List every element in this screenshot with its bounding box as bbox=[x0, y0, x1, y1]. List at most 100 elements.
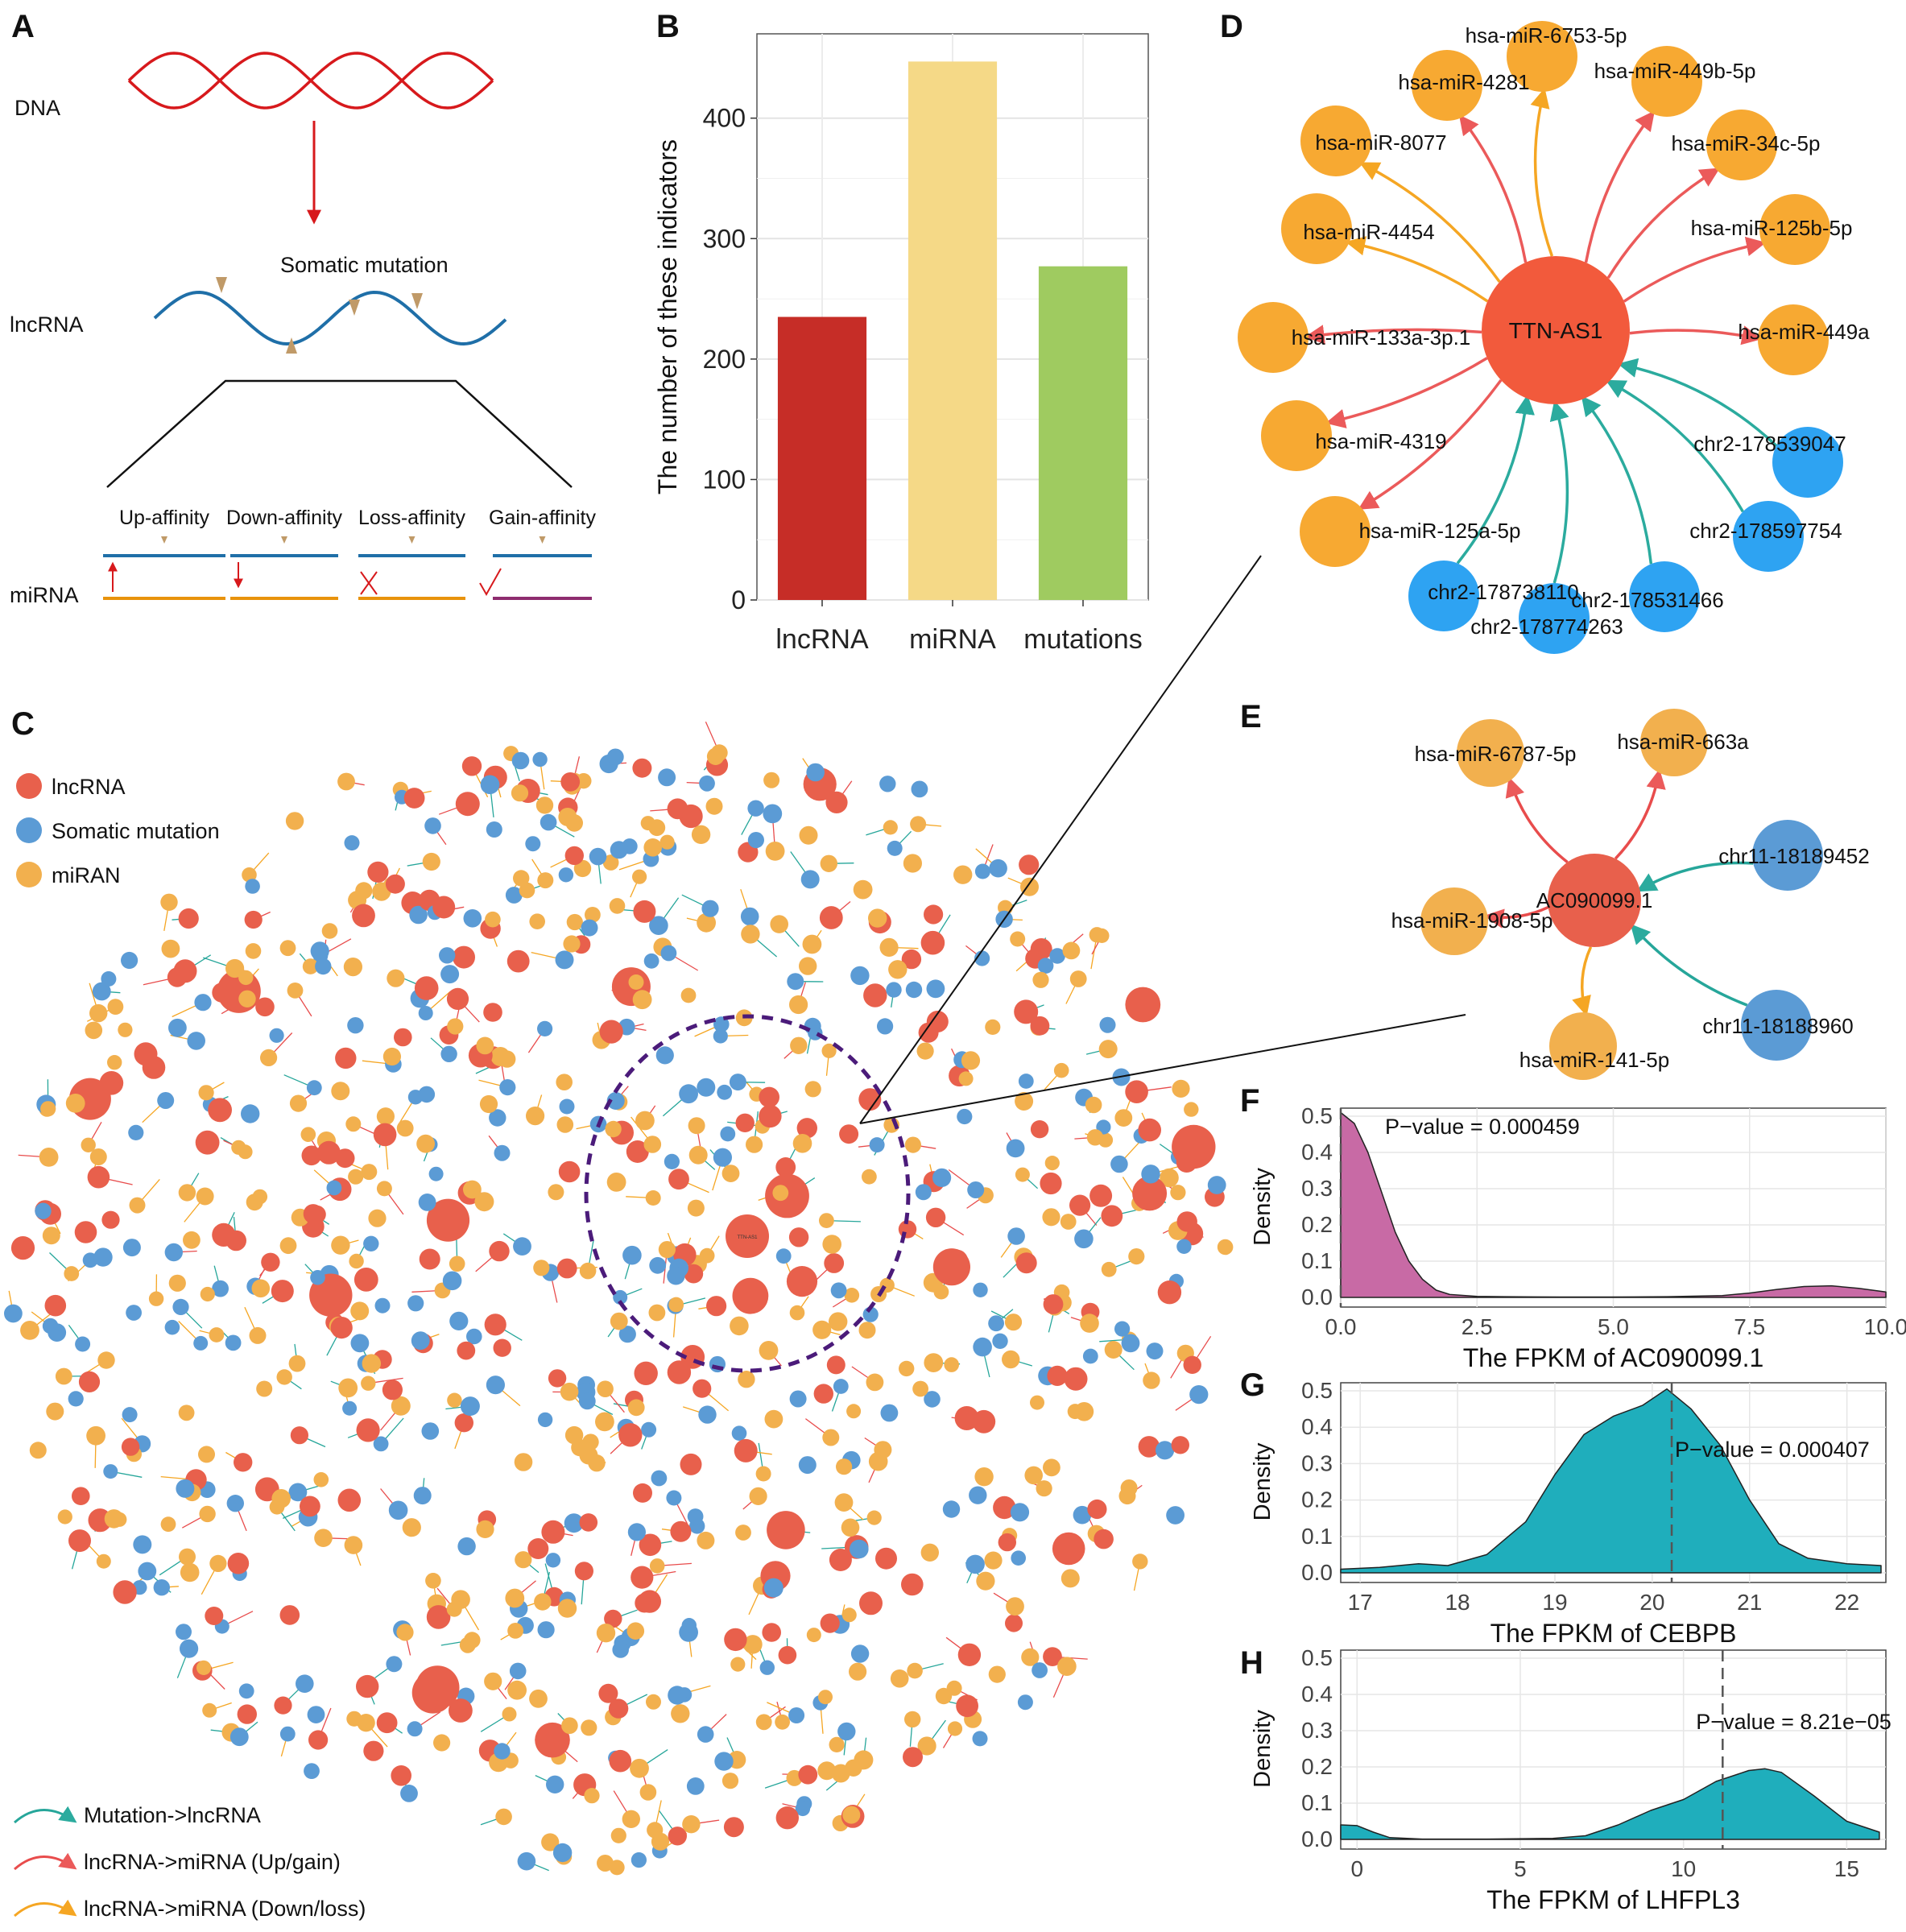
mutation-node bbox=[418, 1194, 436, 1211]
mutation-node bbox=[133, 1535, 152, 1554]
mirna-node bbox=[507, 1623, 523, 1639]
mirna-node bbox=[635, 1111, 655, 1131]
mirna-node bbox=[256, 1380, 273, 1397]
mirna-node bbox=[1086, 1129, 1104, 1146]
lncrna-node bbox=[723, 1817, 744, 1838]
mirna-node bbox=[985, 1019, 1001, 1035]
mirna-node bbox=[20, 1321, 39, 1340]
density-chart-f: 0.0 0.1 0.2 0.3 0.4 0.5 0.0 2.5 5.0 7.5 10.0 P−valu… bbox=[1250, 1103, 1906, 1372]
mirna-node bbox=[974, 1467, 994, 1487]
mirna-node bbox=[688, 1145, 708, 1165]
mirna-node bbox=[302, 958, 319, 974]
x-tick-label: 5 bbox=[1514, 1856, 1527, 1881]
mirna-node bbox=[730, 1657, 746, 1672]
x-tick-label: mutations bbox=[1023, 624, 1142, 655]
mutation-node bbox=[245, 879, 260, 894]
mutation-node bbox=[992, 1333, 1008, 1350]
mirna-node bbox=[1104, 1341, 1123, 1359]
y-tick-label: 400 bbox=[703, 104, 746, 133]
lncrna-node bbox=[1064, 1367, 1088, 1391]
mirna-node bbox=[160, 893, 178, 912]
mutation-label: chr2-178738110 bbox=[1428, 580, 1578, 604]
mirna-node bbox=[1069, 970, 1087, 987]
mirna-node bbox=[935, 1687, 953, 1705]
lncrna-node bbox=[775, 1806, 799, 1830]
mirna-node bbox=[628, 974, 644, 990]
edge-mutation-to-lncrna bbox=[1581, 395, 1653, 565]
legend-edge-label: Mutation->lncRNA bbox=[84, 1803, 261, 1827]
mutation-node bbox=[193, 1335, 209, 1351]
mirna-node bbox=[755, 1466, 771, 1482]
mutation-node bbox=[880, 1404, 899, 1422]
lncrna-node bbox=[449, 1698, 473, 1723]
mirna-node bbox=[680, 987, 697, 1003]
mutation-node bbox=[837, 1722, 856, 1741]
mutation-node bbox=[103, 1464, 118, 1479]
mirna-node bbox=[659, 834, 675, 850]
mirna-node bbox=[46, 1402, 64, 1421]
lncrna-node bbox=[998, 1533, 1017, 1552]
legend-node-label: lncRNA bbox=[52, 775, 126, 799]
mirna-node bbox=[362, 1354, 381, 1373]
lncrna-node bbox=[639, 1533, 662, 1557]
mutation-node bbox=[1166, 1506, 1185, 1525]
mutation-node bbox=[1006, 1139, 1025, 1158]
mutation-node bbox=[296, 1674, 314, 1693]
lncrna-node bbox=[527, 1538, 549, 1559]
x-tick-label: miRNA bbox=[909, 624, 996, 655]
mirna-node bbox=[988, 1665, 1006, 1683]
mirna-node bbox=[387, 969, 405, 987]
mirna-node bbox=[804, 1081, 821, 1098]
lncrna-node bbox=[798, 1764, 818, 1785]
mirna-node bbox=[1170, 1185, 1186, 1201]
mutation-node bbox=[212, 1280, 229, 1297]
mirna-node bbox=[1120, 1479, 1138, 1496]
mirna-node bbox=[836, 1458, 853, 1475]
edge-lncrna-to-mirna bbox=[1530, 88, 1554, 257]
y-tick-label: 0.0 bbox=[1301, 1827, 1333, 1851]
mutation-node bbox=[926, 979, 945, 999]
lncrna-node bbox=[558, 1160, 581, 1183]
mirna-node bbox=[668, 1297, 684, 1313]
mutation-node bbox=[540, 813, 557, 831]
mutation-node bbox=[126, 1305, 143, 1321]
mutation-node bbox=[649, 916, 668, 935]
panel-letter-h: H bbox=[1240, 1645, 1263, 1681]
mirna-node bbox=[463, 1180, 482, 1199]
mirna-node bbox=[564, 1425, 584, 1445]
mutation-node bbox=[800, 870, 820, 889]
mutation-node bbox=[1772, 427, 1843, 498]
mirna-node bbox=[396, 1119, 414, 1137]
mirna-node bbox=[630, 1758, 649, 1778]
mutation-marker-icon bbox=[281, 536, 287, 544]
mutation-node bbox=[499, 1079, 516, 1096]
mirna-node bbox=[626, 1622, 645, 1640]
mutation-node bbox=[1037, 958, 1054, 974]
mirna-node bbox=[202, 1702, 217, 1718]
lncrna-node bbox=[762, 1623, 781, 1642]
lncrna-node bbox=[271, 1280, 294, 1303]
lncrna-node bbox=[290, 1426, 308, 1445]
mutation-node bbox=[1207, 1176, 1226, 1194]
mirna-node bbox=[1172, 1079, 1190, 1098]
mirna-label: hsa-miR-6787-5p bbox=[1415, 742, 1577, 766]
mutation-node bbox=[687, 1508, 704, 1525]
mirna-node bbox=[1132, 1553, 1148, 1570]
lncrna-node bbox=[1019, 854, 1040, 875]
lncrna-node bbox=[493, 1338, 511, 1357]
ac090099-subnetwork: AC090099.1 hsa-miR-6787-5p hsa-miR-663a hsa… bbox=[1391, 709, 1870, 1080]
network-graph: TTN-AS1 bbox=[4, 721, 1234, 1876]
y-tick-label: 0.5 bbox=[1301, 1378, 1333, 1403]
p-value-annotation: P−value = 0.000407 bbox=[1675, 1438, 1870, 1462]
panel-letter-f: F bbox=[1240, 1083, 1259, 1119]
mutation-node bbox=[589, 847, 607, 866]
mirna-node bbox=[792, 1134, 812, 1153]
mirna-node bbox=[799, 825, 818, 845]
affinity-label: Up-affinity bbox=[119, 507, 210, 529]
mirna-node bbox=[459, 1636, 476, 1653]
mutation-node bbox=[180, 1639, 199, 1658]
mirna-node bbox=[249, 1326, 267, 1344]
panel-e: E AC090099.1 hsa-miR-6787-5p hsa-miR-663a h… bbox=[1240, 699, 1870, 1080]
mutation-node bbox=[613, 1289, 628, 1305]
lncrna-node bbox=[1183, 1355, 1201, 1375]
